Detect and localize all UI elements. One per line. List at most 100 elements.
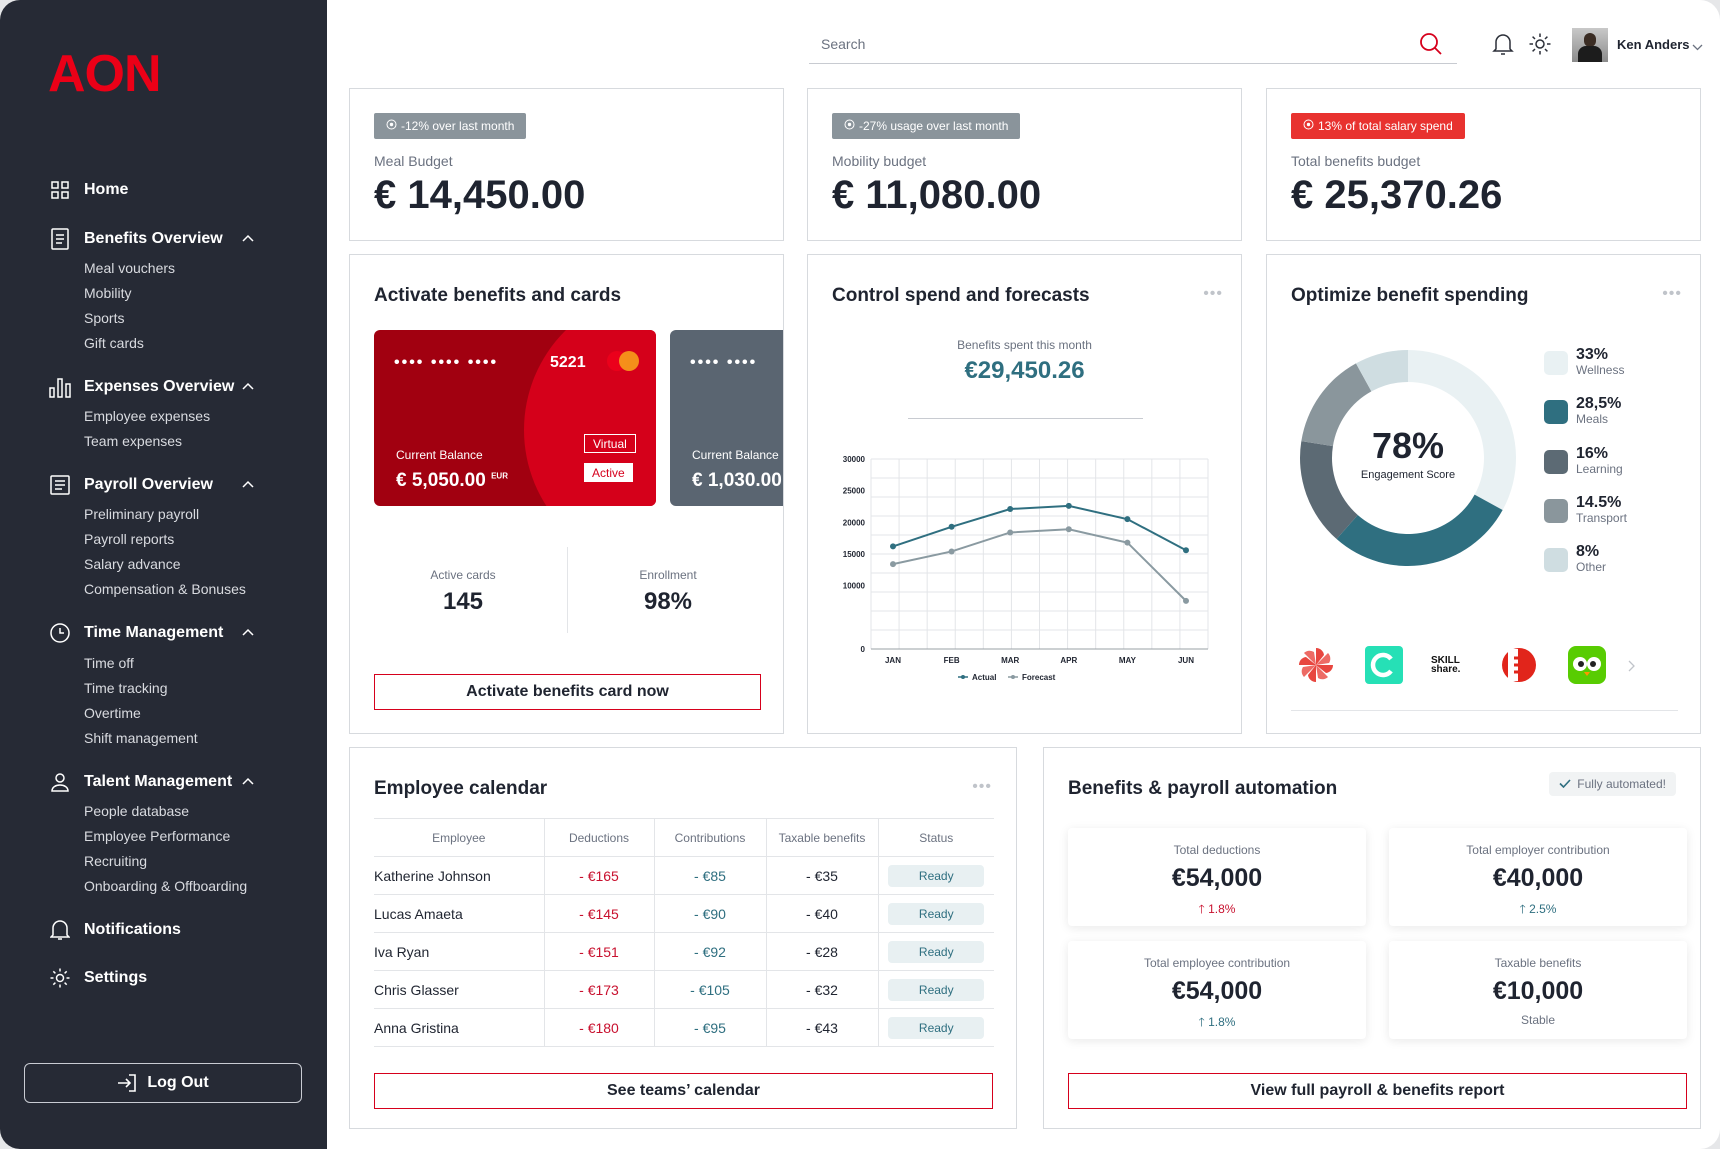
nav-payroll-label: Payroll Overview <box>84 476 213 493</box>
search-icon[interactable] <box>1419 32 1443 61</box>
see-calendar-button[interactable]: See teams’ calendar <box>374 1073 993 1109</box>
status-badge[interactable]: Ready <box>888 1016 985 1039</box>
sidebar-item-time-tracking[interactable]: Time tracking <box>84 680 168 696</box>
table-row[interactable]: Chris Glasser - €173 - €105 - €32 Ready <box>374 970 994 1009</box>
sidebar-item-meal-vouchers[interactable]: Meal vouchers <box>84 260 176 276</box>
column-header[interactable]: Status <box>878 818 994 857</box>
sidebar-item-sports[interactable]: Sports <box>84 310 125 326</box>
column-header[interactable]: Employee <box>374 818 545 857</box>
sidebar-item-onboarding-offboarding[interactable]: Onboarding & Offboarding <box>84 878 248 894</box>
donut-chart <box>1300 350 1516 566</box>
sidebar-item-employee-expenses[interactable]: Employee expenses <box>84 408 211 424</box>
taxable-value: - €28 <box>766 932 879 971</box>
tile-taxable-benefits[interactable]: Taxable benefits €10,000 Stable <box>1389 941 1687 1039</box>
card-title: Benefits & payroll automation <box>1068 778 1338 799</box>
activate-card-button[interactable]: Activate benefits card now <box>374 674 761 710</box>
more-options-icon[interactable]: ••• <box>1662 285 1682 302</box>
nav-home[interactable]: Home <box>48 178 128 202</box>
aon-logo[interactable]: AON <box>48 45 162 103</box>
contribution-value: - €90 <box>654 894 767 933</box>
status-badge[interactable]: Ready <box>888 864 985 887</box>
sidebar-item-gift-cards[interactable]: Gift cards <box>84 335 144 351</box>
status-cell: Ready <box>878 970 994 1009</box>
table-row[interactable]: Lucas Amaeta - €145 - €90 - €40 Ready <box>374 894 994 933</box>
more-options-icon[interactable]: ••• <box>1203 285 1223 302</box>
more-options-icon[interactable]: ••• <box>972 778 992 795</box>
sidebar-item-payroll-reports[interactable]: Payroll reports <box>84 531 175 547</box>
gear-icon[interactable] <box>1528 32 1552 61</box>
c-logo[interactable] <box>1364 645 1404 685</box>
chevron-down-icon[interactable] <box>1692 38 1703 56</box>
nav-time-management[interactable]: Time Management <box>48 621 254 645</box>
tile-employer-contribution[interactable]: Total employer contribution €40,000 🡑 2.… <box>1389 828 1687 926</box>
chevron-right-icon[interactable] <box>1628 659 1635 677</box>
sidebar-item-employee-performance[interactable]: Employee Performance <box>84 828 231 844</box>
data-point-actual <box>948 523 955 530</box>
trend-icon <box>1303 119 1314 133</box>
owl-logo[interactable] <box>1567 645 1607 685</box>
data-point-actual <box>1065 502 1072 509</box>
sidebar-item-people-database[interactable]: People database <box>84 803 190 819</box>
tile-label: Taxable benefits <box>1494 956 1582 970</box>
nav-talent-management[interactable]: Talent Management <box>48 770 254 794</box>
nav-benefits-overview[interactable]: Benefits Overview <box>48 227 254 251</box>
nav-payroll-overview[interactable]: Payroll Overview <box>48 473 254 497</box>
series-line-forecast <box>892 528 1187 602</box>
column-header[interactable]: Contributions <box>654 818 767 857</box>
bell-icon[interactable] <box>1492 32 1514 61</box>
pinwheel-logo[interactable] <box>1296 645 1336 685</box>
chevron-up-icon[interactable] <box>242 377 254 395</box>
nav-expenses-overview[interactable]: Expenses Overview <box>48 375 254 399</box>
view-report-button[interactable]: View full payroll & benefits report <box>1068 1073 1687 1109</box>
clock-icon <box>48 621 72 645</box>
status-badge[interactable]: Ready <box>888 940 985 963</box>
status-badge[interactable]: Ready <box>888 978 985 1001</box>
chevron-up-icon[interactable] <box>242 623 254 641</box>
sidebar-item-preliminary-payroll[interactable]: Preliminary payroll <box>84 506 200 522</box>
logout-label: Log Out <box>147 1074 209 1091</box>
sidebar-item-salary-advance[interactable]: Salary advance <box>84 556 181 572</box>
benefit-card-virtual[interactable]: •••• •••• •••• 5221 Virtual Active Curre… <box>374 330 656 506</box>
divider <box>908 418 1143 419</box>
document-icon <box>48 227 72 251</box>
kpi-label: Meal Budget <box>374 153 453 169</box>
search-bar[interactable] <box>809 30 1457 64</box>
table-row[interactable]: Iva Ryan - €151 - €92 - €28 Ready <box>374 932 994 971</box>
tile-change: 🡑 1.8% <box>1198 1015 1236 1029</box>
status-badge[interactable]: Ready <box>888 902 985 925</box>
sidebar-item-team-expenses[interactable]: Team expenses <box>84 433 183 449</box>
donut-slice-learning <box>1300 441 1358 540</box>
search-input[interactable] <box>821 36 1381 52</box>
nav-settings[interactable]: Settings <box>48 966 147 990</box>
sidebar-item-shift-management[interactable]: Shift management <box>84 730 198 746</box>
spent-value: €29,450.26 <box>964 357 1085 384</box>
benefit-card-secondary[interactable]: •••• •••• Current Balance € 1,030.00 EU <box>670 330 783 506</box>
logout-button[interactable]: Log Out <box>24 1063 302 1103</box>
table-header: Employee Deductions Contributions Taxabl… <box>374 818 994 857</box>
data-point-forecast <box>890 561 896 568</box>
tile-total-deductions[interactable]: Total deductions €54,000 🡑 1.8% <box>1068 828 1366 926</box>
avatar[interactable] <box>1572 28 1608 62</box>
sidebar-item-mobility[interactable]: Mobility <box>84 285 132 301</box>
skillshare-logo[interactable]: SKILL share. <box>1431 655 1461 675</box>
column-header[interactable]: Deductions <box>544 818 655 857</box>
sidebar-item-time-off[interactable]: Time off <box>84 655 134 671</box>
chevron-up-icon[interactable] <box>242 229 254 247</box>
tile-employee-contribution[interactable]: Total employee contribution €54,000 🡑 1.… <box>1068 941 1366 1039</box>
table-row[interactable]: Anna Gristina - €180 - €95 - €43 Ready <box>374 1008 994 1047</box>
x-tick-label: MAY <box>1119 656 1137 665</box>
chevron-up-icon[interactable] <box>242 475 254 493</box>
automated-badge-text: Fully automated! <box>1577 777 1666 791</box>
sidebar-item-recruiting[interactable]: Recruiting <box>84 853 148 869</box>
column-header[interactable]: Taxable benefits <box>766 818 879 857</box>
e-logo[interactable] <box>1499 645 1539 685</box>
nav-notifications[interactable]: Notifications <box>48 918 181 942</box>
table-row[interactable]: Katherine Johnson - €165 - €85 - €35 Rea… <box>374 856 994 895</box>
taxable-value: - €43 <box>766 1008 879 1047</box>
sidebar-item-overtime[interactable]: Overtime <box>84 705 141 721</box>
divider <box>1291 710 1678 711</box>
chevron-up-icon[interactable] <box>242 772 254 790</box>
user-name[interactable]: Ken Anders <box>1617 37 1690 52</box>
x-tick-label: FEB <box>944 656 960 665</box>
sidebar-item-compensation-bonuses[interactable]: Compensation & Bonuses <box>84 581 246 597</box>
